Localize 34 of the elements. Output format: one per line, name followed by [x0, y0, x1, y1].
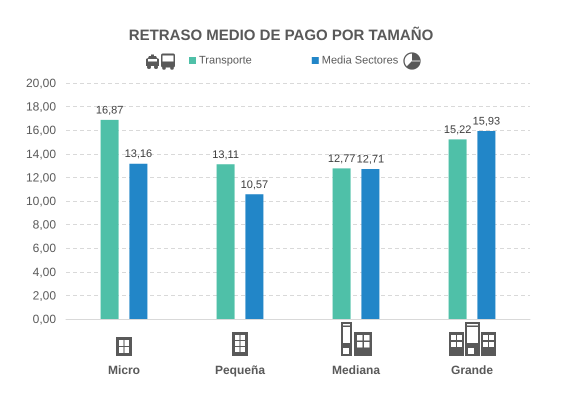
data-label: 15,22 — [444, 124, 472, 136]
data-label: 10,57 — [240, 178, 268, 191]
chart-title: RETRASO MEDIO DE PAGO POR TAMAÑO — [128, 26, 434, 44]
y-tick-label: 20,00 — [26, 76, 56, 90]
data-label: 12,71 — [356, 154, 384, 166]
data-label: 13,16 — [124, 148, 152, 160]
y-tick-label: 4,00 — [32, 264, 56, 279]
bar — [477, 131, 496, 319]
y-tick-label: 16,00 — [26, 123, 56, 138]
bar — [361, 169, 380, 319]
data-label: 13,11 — [212, 148, 239, 161]
y-tick-label: 2,00 — [32, 288, 56, 302]
bar — [448, 139, 467, 319]
bar — [332, 168, 351, 319]
legend-label: Transporte — [199, 54, 252, 66]
y-tick-label: 0,00 — [32, 312, 56, 326]
x-tick-label: Pequeña — [214, 363, 266, 377]
x-tick-label: Micro — [108, 363, 140, 377]
bar — [100, 120, 119, 319]
bar — [216, 164, 235, 319]
y-tick-label: 8,00 — [32, 218, 56, 232]
y-tick-label: 18,00 — [26, 100, 56, 114]
y-tick-label: 6,00 — [32, 241, 56, 256]
y-tick-label: 12,00 — [26, 170, 56, 184]
y-tick-label: 14,00 — [26, 146, 56, 161]
bar — [129, 164, 148, 319]
data-label: 12,77 — [328, 152, 356, 165]
data-label: 16,87 — [96, 104, 124, 116]
x-tick-label: Mediana — [332, 363, 380, 377]
y-tick-label: 10,00 — [26, 194, 56, 208]
data-label: 15,93 — [472, 116, 500, 128]
x-tick-label: Grande — [450, 363, 494, 377]
bar — [245, 194, 264, 319]
legend-label: Media Sectores — [322, 54, 399, 66]
